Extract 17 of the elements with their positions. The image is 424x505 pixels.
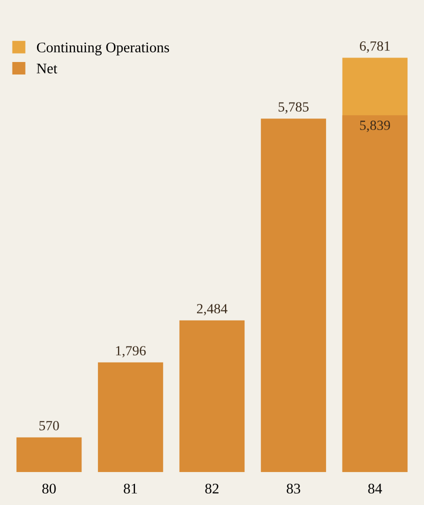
- data-label: 5,839: [360, 120, 390, 132]
- x-tick-label: 80: [42, 484, 56, 494]
- bar: [98, 362, 164, 472]
- bar: [260, 118, 326, 472]
- x-tick-label: 82: [205, 484, 218, 494]
- data-label: 570: [39, 420, 59, 430]
- x-tick-label: 81: [124, 484, 137, 494]
- bar: [179, 320, 245, 472]
- legend-label: Continuing Operations: [36, 42, 170, 56]
- data-label: 6,781: [360, 41, 390, 53]
- data-label: 1,796: [116, 346, 146, 358]
- data-label: 5,785: [278, 102, 309, 114]
- legend-label: Net: [36, 64, 58, 74]
- data-label: 2,484: [196, 304, 228, 316]
- x-tick-label: 83: [286, 484, 300, 494]
- bar: [16, 437, 82, 472]
- x-tick-label: 84: [368, 484, 382, 494]
